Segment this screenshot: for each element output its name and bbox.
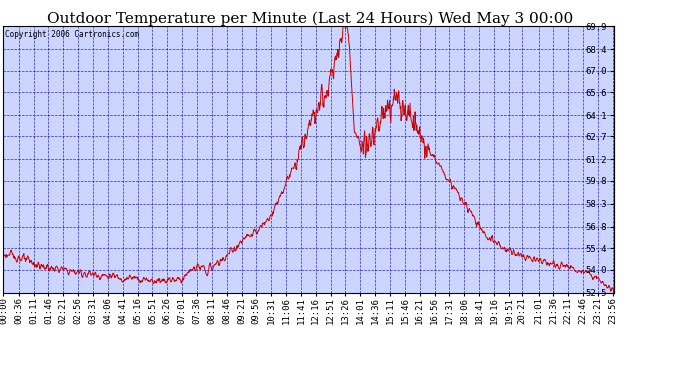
- Text: Copyright 2006 Cartronics.com: Copyright 2006 Cartronics.com: [6, 30, 139, 39]
- Text: Outdoor Temperature per Minute (Last 24 Hours) Wed May 3 00:00: Outdoor Temperature per Minute (Last 24 …: [48, 11, 573, 26]
